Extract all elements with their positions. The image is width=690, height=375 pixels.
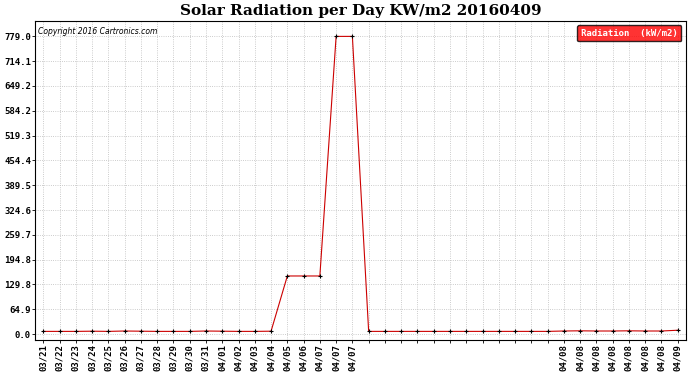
Legend: Radiation  (kW/m2): Radiation (kW/m2) [578,25,681,42]
Text: Copyright 2016 Cartronics.com: Copyright 2016 Cartronics.com [39,27,158,36]
Title: Solar Radiation per Day KW/m2 20160409: Solar Radiation per Day KW/m2 20160409 [179,4,542,18]
